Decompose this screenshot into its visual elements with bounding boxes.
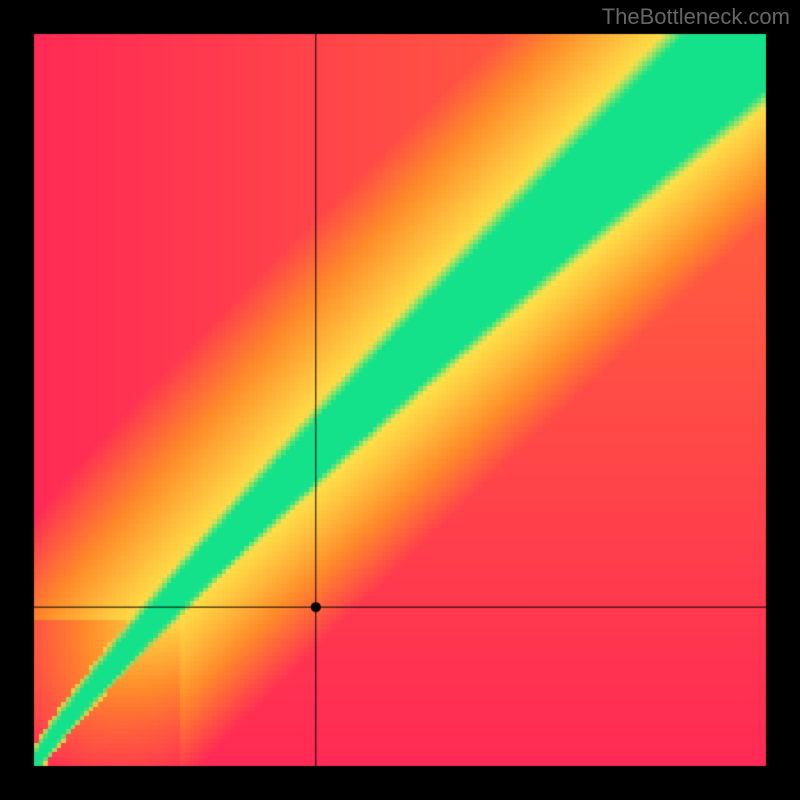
watermark-text: TheBottleneck.com — [602, 4, 790, 30]
bottleneck-heatmap-canvas — [0, 0, 800, 800]
